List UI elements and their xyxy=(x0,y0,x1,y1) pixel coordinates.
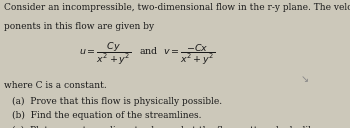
Text: ponents in this flow are given by: ponents in this flow are given by xyxy=(4,22,154,31)
Text: where C is a constant.: where C is a constant. xyxy=(4,81,107,90)
Text: ↘: ↘ xyxy=(301,74,309,84)
Text: Consider an incompressible, two-dimensional flow in the r-y plane. The velocity : Consider an incompressible, two-dimensio… xyxy=(4,3,350,12)
Text: (c)  Plot some streamlines to show what the flow pattern looks like.: (c) Plot some streamlines to show what t… xyxy=(12,125,322,128)
Text: (a)  Prove that this flow is physically possible.: (a) Prove that this flow is physically p… xyxy=(12,97,222,106)
Text: (b)  Find the equation of the streamlines.: (b) Find the equation of the streamlines… xyxy=(12,111,202,120)
Text: $u = \dfrac{Cy}{x^2 + y^2}$$\;$  and  $v = \dfrac{-Cx}{x^2 + y^2}$: $u = \dfrac{Cy}{x^2 + y^2}$$\;$ and $v =… xyxy=(79,41,215,67)
